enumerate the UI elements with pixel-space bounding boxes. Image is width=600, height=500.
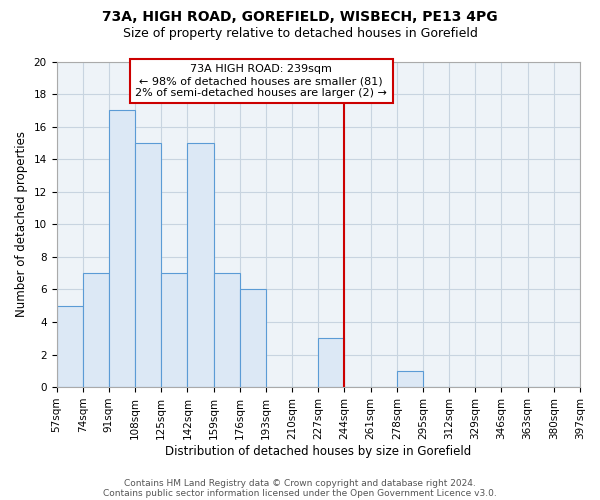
Bar bbox=[161, 273, 187, 387]
Bar bbox=[83, 273, 109, 387]
Bar bbox=[318, 338, 344, 387]
Bar bbox=[135, 143, 161, 387]
Text: Size of property relative to detached houses in Gorefield: Size of property relative to detached ho… bbox=[122, 28, 478, 40]
Text: 73A, HIGH ROAD, GOREFIELD, WISBECH, PE13 4PG: 73A, HIGH ROAD, GOREFIELD, WISBECH, PE13… bbox=[102, 10, 498, 24]
Text: 73A HIGH ROAD: 239sqm
← 98% of detached houses are smaller (81)
2% of semi-detac: 73A HIGH ROAD: 239sqm ← 98% of detached … bbox=[136, 64, 387, 98]
Text: Contains HM Land Registry data © Crown copyright and database right 2024.: Contains HM Land Registry data © Crown c… bbox=[124, 478, 476, 488]
Bar bbox=[214, 273, 240, 387]
Text: Contains public sector information licensed under the Open Government Licence v3: Contains public sector information licen… bbox=[103, 488, 497, 498]
Bar bbox=[56, 306, 83, 387]
Bar bbox=[240, 290, 266, 387]
Bar bbox=[109, 110, 135, 387]
Y-axis label: Number of detached properties: Number of detached properties bbox=[15, 132, 28, 318]
Bar bbox=[397, 371, 423, 387]
X-axis label: Distribution of detached houses by size in Gorefield: Distribution of detached houses by size … bbox=[165, 444, 472, 458]
Bar bbox=[187, 143, 214, 387]
